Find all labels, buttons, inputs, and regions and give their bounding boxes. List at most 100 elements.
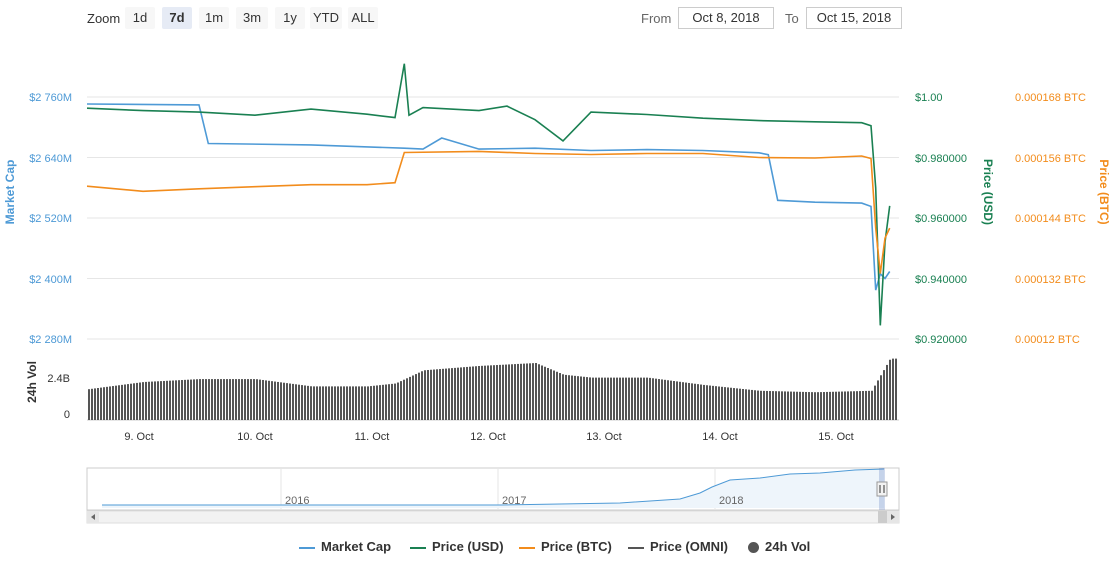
volume-bar [835, 391, 837, 420]
volume-bar [736, 388, 738, 420]
from-label: From [641, 11, 672, 26]
volume-bar [514, 364, 516, 420]
zoom-button-1y[interactable]: 1y [275, 7, 305, 29]
x-tick: 10. Oct [237, 431, 272, 443]
volume-bar [490, 365, 492, 420]
volume-bar [94, 388, 96, 420]
volume-bar [331, 386, 333, 420]
volume-bar [178, 380, 180, 420]
volume-bar [628, 377, 630, 420]
volume-bar [232, 379, 234, 420]
volume-bar [214, 379, 216, 420]
line-swatch-icon [628, 546, 644, 549]
volume-bar [592, 377, 594, 420]
volume-bar [466, 366, 468, 420]
volume-bar [559, 373, 561, 420]
volume-bar [703, 384, 705, 420]
market-cap-tick: $2 520M [29, 213, 72, 225]
volume-bar [505, 364, 507, 420]
series-line-market-cap [86, 103, 891, 291]
legend-item-price-btc[interactable]: Price (BTC) [519, 537, 612, 557]
arrow-left-icon [91, 514, 95, 520]
volume-bar [502, 364, 504, 420]
volume-bar [193, 379, 195, 420]
navigator-line [102, 468, 885, 506]
zoom-button-1d[interactable]: 1d [125, 7, 155, 29]
volume-bar [88, 389, 90, 420]
volume-bar [292, 383, 294, 420]
volume-bar [538, 364, 540, 420]
zoom-button-ytd[interactable]: YTD [310, 7, 342, 29]
volume-bar [739, 388, 741, 420]
legend-item-24h-vol[interactable]: 24h Vol [748, 537, 810, 557]
volume-bar [478, 366, 480, 420]
volume-bar [256, 379, 258, 420]
volume-bar [850, 391, 852, 420]
volume-bar [625, 377, 627, 420]
legend-item-price-usd[interactable]: Price (USD) [410, 537, 504, 557]
volume-bar [190, 379, 192, 420]
volume-bar [766, 390, 768, 420]
volume-bar [130, 383, 132, 420]
volume-bar [370, 386, 372, 420]
volume-bar [481, 365, 483, 420]
volume-bar [133, 383, 135, 420]
btc-axis-title: Price (BTC) [1097, 159, 1111, 224]
volume-bar [391, 383, 393, 420]
volume-bar [718, 386, 720, 420]
zoom-button-3m[interactable]: 3m [236, 7, 268, 29]
volume-bar [319, 386, 321, 420]
volume-bar [109, 386, 111, 420]
legend-label: 24h Vol [765, 539, 811, 554]
volume-bar [871, 390, 873, 420]
volume-bar [655, 378, 657, 420]
volume-bar [427, 369, 429, 420]
volume-bar [673, 381, 675, 420]
x-tick: 14. Oct [702, 431, 737, 443]
volume-bar [169, 380, 171, 420]
usd-tick: $0.980000 [915, 153, 967, 165]
from-date-input[interactable]: Oct 8, 2018 [678, 7, 774, 29]
series-lines [86, 63, 891, 326]
zoom-button-all[interactable]: ALL [348, 7, 378, 29]
volume-bar [289, 383, 291, 420]
volume-bar [205, 379, 207, 420]
navigator-handle[interactable] [876, 481, 888, 497]
navigator-year-label: 2018 [719, 495, 743, 507]
volume-bar [196, 379, 198, 420]
volume-bar [349, 386, 351, 420]
volume-bar [364, 386, 366, 420]
volume-bar [112, 386, 114, 420]
scrollbar-thumb[interactable] [878, 511, 887, 523]
zoom-button-1m[interactable]: 1m [199, 7, 229, 29]
volume-bar [691, 383, 693, 420]
zoom-button-7d[interactable]: 7d [162, 7, 192, 29]
market-cap-tick: $2 640M [29, 153, 72, 165]
volume-bar [709, 385, 711, 420]
volume-bar [298, 384, 300, 420]
scrollbar[interactable] [86, 510, 900, 524]
volume-bar [817, 392, 819, 420]
legend-item-price-omni[interactable]: Price (OMNI) [628, 537, 728, 557]
legend-item-market-cap[interactable]: Market Cap [299, 537, 391, 557]
line-swatch-icon [519, 546, 535, 549]
volume-bar [463, 367, 465, 420]
volume-bar [652, 378, 654, 420]
volume-bar [403, 379, 405, 420]
volume-bar [598, 377, 600, 420]
volume-bar [580, 376, 582, 420]
legend-label: Market Cap [321, 539, 392, 554]
volume-bar [877, 380, 879, 420]
volume-bar [685, 382, 687, 420]
to-date-input[interactable]: Oct 15, 2018 [806, 7, 902, 29]
volume-bar [184, 379, 186, 420]
volume-bar [793, 391, 795, 420]
market-cap-axis-title: Market Cap [3, 160, 17, 225]
usd-axis-title: Price (USD) [981, 159, 995, 225]
navigator[interactable]: 2016 2017 2018 [86, 467, 900, 511]
volume-bar [145, 381, 147, 420]
volume-bar [715, 386, 717, 420]
volume-bar [406, 378, 408, 420]
volume-bar [700, 384, 702, 420]
x-tick: 12. Oct [470, 431, 505, 443]
